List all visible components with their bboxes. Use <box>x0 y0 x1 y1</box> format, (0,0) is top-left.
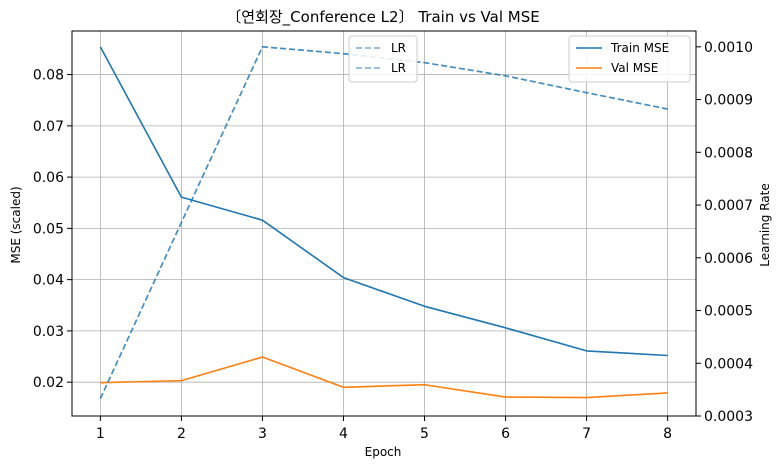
x-tick-label: 4 <box>339 426 348 442</box>
x-tick-label: 6 <box>501 426 510 442</box>
y2-axis-title: Learning Rate <box>758 183 772 266</box>
x-tick-label: 8 <box>663 426 672 442</box>
y2-tick-label: 0.0006 <box>704 251 753 267</box>
y-tick-label: 0.02 <box>33 375 64 391</box>
legend-label: Train MSE <box>610 41 669 55</box>
y-tick-label: 0.05 <box>33 221 64 237</box>
y2-tick-label: 0.0003 <box>704 409 753 425</box>
legend-label: LR <box>391 41 406 55</box>
y2-tick-label: 0.0007 <box>704 198 753 214</box>
y-axis-title: MSE (scaled) <box>9 186 23 263</box>
x-tick-label: 3 <box>258 426 267 442</box>
x-axis: 1 2 3 4 5 6 7 8 <box>96 416 672 442</box>
series-line-val-mse <box>100 356 668 399</box>
legend-lr: LR LR <box>348 35 418 83</box>
y2-tick-label: 0.0008 <box>704 145 753 161</box>
y-axis-left: 0.02 0.03 0.04 0.05 0.06 0.07 0.08 <box>33 68 72 391</box>
plot-frame <box>71 30 697 417</box>
y-axis-right: 0.0003 0.0004 0.0005 0.0006 0.0007 0.0008 0.00… <box>696 40 753 425</box>
x-tick-label: 2 <box>177 426 186 442</box>
chart-title: 〔연회장_Conference L2〕 Train vs Val MSE <box>226 8 539 27</box>
x-tick-label: 7 <box>582 426 591 442</box>
legend-mse: Train MSE Val MSE <box>568 35 691 83</box>
y-tick-label: 0.08 <box>33 68 64 84</box>
x-tick-label: 5 <box>420 426 429 442</box>
y2-tick-label: 0.0005 <box>704 304 753 320</box>
y-tick-label: 0.04 <box>33 273 64 289</box>
legend-label: LR <box>391 61 406 75</box>
x-axis-title: Epoch <box>365 445 402 459</box>
series-line-train-mse <box>99 46 668 357</box>
legend-box <box>348 35 418 83</box>
legend-label: Val MSE <box>611 61 658 75</box>
y-tick-label: 0.06 <box>33 170 64 186</box>
y2-tick-label: 0.0010 <box>704 40 753 56</box>
y2-tick-label: 0.0009 <box>704 93 753 109</box>
y-tick-label: 0.03 <box>33 324 64 340</box>
y-tick-label: 0.07 <box>33 119 64 135</box>
x-tick-label: 1 <box>96 426 105 442</box>
y2-tick-label: 0.0004 <box>704 356 753 372</box>
